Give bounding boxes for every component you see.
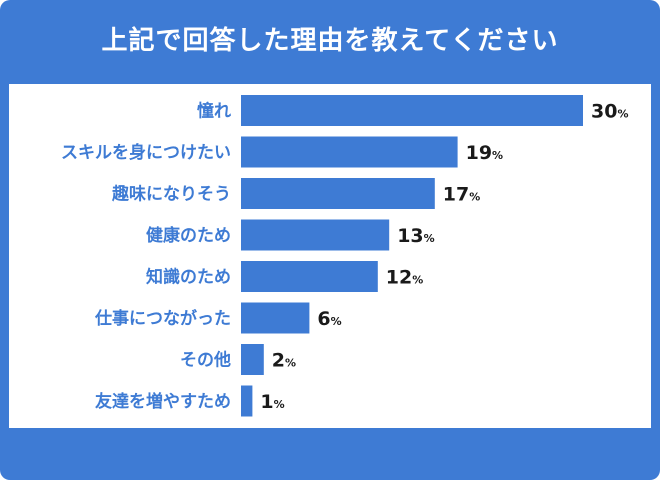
value-label: 17% <box>443 184 480 206</box>
value-unit: % <box>331 315 342 328</box>
category-label: 憧れ <box>197 101 231 122</box>
value-label: 2% <box>272 350 296 372</box>
value-unit: % <box>274 398 285 411</box>
value-number: 2 <box>272 350 285 372</box>
bar-chart: 憧れ 30% スキルを身につけたい 19% 趣味になりそう 17% 健康のため 13% 知識のた… <box>61 95 628 417</box>
value-unit: % <box>492 149 503 162</box>
value-number: 12 <box>386 267 412 289</box>
bar <box>241 385 253 417</box>
bar <box>241 136 458 168</box>
value-label: 6% <box>317 308 341 330</box>
value-unit: % <box>424 232 435 245</box>
category-label: 趣味になりそう <box>111 184 231 205</box>
bar <box>241 178 435 209</box>
bar <box>241 302 310 334</box>
value-number: 19 <box>466 142 492 164</box>
category-label: その他 <box>180 350 231 371</box>
value-number: 30 <box>591 101 617 123</box>
bar <box>241 95 583 126</box>
category-label: 健康のため <box>146 225 231 246</box>
value-unit: % <box>412 274 423 287</box>
bar <box>241 344 264 375</box>
value-label: 19% <box>466 142 503 164</box>
value-number: 17 <box>443 184 469 206</box>
value-unit: % <box>285 357 296 370</box>
chart-panel: 憧れ 30% スキルを身につけたい 19% 趣味になりそう 17% 健康のため 13% 知識のた… <box>9 84 651 428</box>
category-label: 仕事につながった <box>94 308 231 329</box>
value-unit: % <box>469 191 480 204</box>
bar <box>241 261 378 292</box>
category-label: 友達を増やすため <box>95 391 231 412</box>
value-label: 1% <box>260 391 284 413</box>
value-label: 30% <box>591 101 628 123</box>
value-number: 1 <box>260 391 273 413</box>
bar <box>241 219 390 251</box>
value-number: 6 <box>317 308 330 330</box>
value-label: 12% <box>386 267 423 289</box>
category-label: スキルを身につけたい <box>61 142 231 163</box>
chart-title: 上記で回答した理由を教えてください <box>101 26 559 56</box>
value-label: 13% <box>397 225 434 247</box>
value-number: 13 <box>397 225 423 247</box>
value-unit: % <box>617 108 628 121</box>
category-label: 知識のため <box>145 267 231 288</box>
